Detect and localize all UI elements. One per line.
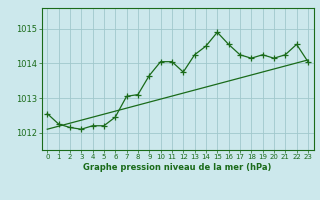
X-axis label: Graphe pression niveau de la mer (hPa): Graphe pression niveau de la mer (hPa) (84, 163, 272, 172)
